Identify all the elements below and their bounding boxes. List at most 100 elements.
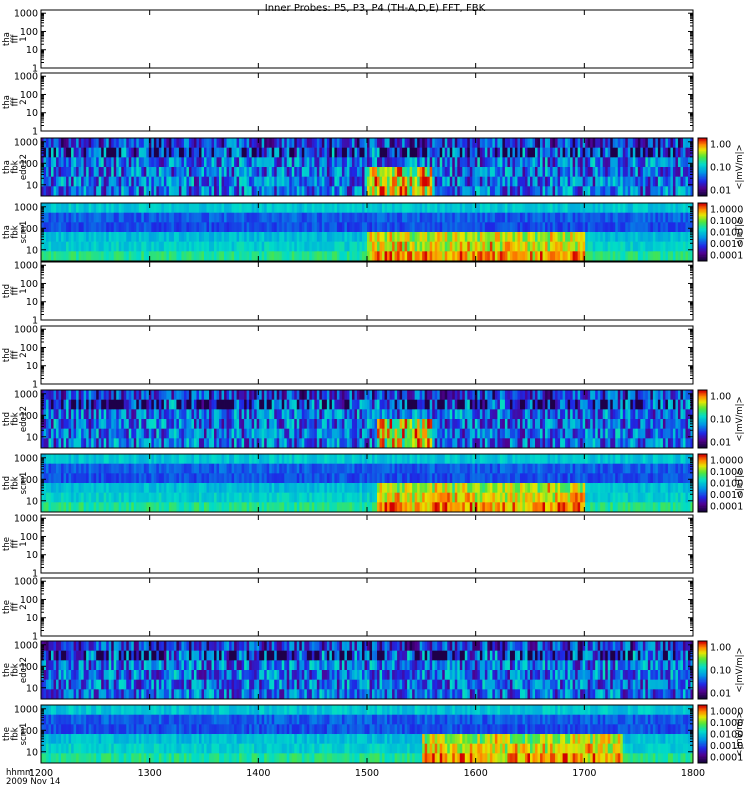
- spectrogram-cell: [236, 203, 240, 213]
- spectrogram-cell: [271, 251, 275, 262]
- spectrogram-cell: [116, 222, 120, 233]
- spectrogram-cell: [389, 419, 393, 429]
- spectrogram-cell: [632, 203, 636, 213]
- spectrogram-cell: [595, 428, 599, 439]
- spectrogram-cell: [610, 232, 614, 242]
- spectrogram-cell: [575, 438, 579, 449]
- spectrogram-cell: [354, 251, 358, 262]
- spectrogram-cell: [121, 176, 125, 187]
- spectrogram-cell: [201, 438, 205, 449]
- spectrogram-cell: [452, 390, 456, 400]
- spectrogram-cell: [61, 232, 64, 242]
- spectrogram-cell: [63, 419, 67, 429]
- spectrogram-cell: [687, 176, 691, 187]
- spectrogram-cell: [519, 167, 523, 177]
- spectrogram-cell: [349, 428, 353, 439]
- spectrogram-cell: [597, 419, 601, 429]
- spectrogram-cell: [316, 438, 320, 449]
- spectrogram-cell: [173, 390, 177, 400]
- spectrogram-cell: [462, 138, 466, 148]
- spectrogram-cell: [259, 409, 263, 420]
- spectrogram-cell: [73, 212, 77, 223]
- spectrogram-cell: [181, 212, 185, 223]
- spectrogram-cell: [499, 419, 503, 429]
- spectrogram-cell: [469, 390, 473, 400]
- spectrogram-cell: [367, 232, 370, 242]
- spectrogram-cell: [156, 203, 160, 213]
- spectrogram-cell: [367, 222, 370, 233]
- spectrogram-cell: [517, 251, 521, 262]
- spectrogram-cell: [88, 212, 92, 223]
- spectrogram-cell: [392, 157, 395, 168]
- spectrogram-cell: [321, 167, 325, 177]
- spectrogram-cell: [173, 176, 177, 187]
- spectrogram-cell: [306, 167, 310, 177]
- spectrogram-cell: [188, 409, 192, 420]
- y-tick-label: 1: [32, 127, 38, 138]
- spectrogram-cell: [103, 428, 107, 439]
- spectrogram-cell: [148, 232, 152, 242]
- spectrogram-cell: [565, 251, 569, 262]
- spectrogram-cell: [392, 419, 395, 429]
- spectrogram-cell: [168, 419, 172, 429]
- spectrogram-cell: [519, 241, 523, 252]
- spectrogram-cell: [570, 147, 574, 158]
- spectrogram-cell: [304, 251, 308, 262]
- spectrogram-cell: [346, 419, 350, 429]
- panel-label-line: thd: [2, 348, 12, 362]
- spectrogram-cell: [289, 138, 293, 148]
- spectrogram-cell: [204, 409, 207, 420]
- spectrogram-cell: [454, 212, 458, 223]
- spectrogram-cell: [652, 241, 656, 252]
- spectrogram-cell: [329, 419, 333, 429]
- spectrogram-cell: [126, 167, 130, 177]
- spectrogram-cell: [427, 399, 431, 410]
- spectrogram-cell: [452, 399, 456, 410]
- colorbar-cell: [698, 185, 707, 188]
- spectrogram-cell: [597, 222, 601, 233]
- spectrogram-cell: [580, 167, 584, 177]
- y-tick-label: 1000: [14, 325, 38, 336]
- spectrogram-cell: [432, 390, 436, 400]
- spectrogram-cell: [444, 212, 448, 223]
- spectrogram-cell: [364, 147, 368, 158]
- spectrogram-cell: [369, 138, 373, 148]
- colorbar-cell: [698, 258, 707, 260]
- spectrogram-cell: [191, 232, 195, 242]
- spectrogram-cell: [499, 186, 503, 197]
- spectrogram-cell: [535, 212, 538, 223]
- spectrogram-cell: [582, 147, 586, 158]
- spectrogram-cell: [542, 157, 546, 168]
- spectrogram-cell: [560, 409, 563, 420]
- spectrogram-cell: [249, 212, 253, 223]
- spectrogram-cell: [188, 222, 192, 233]
- spectrogram-cell: [176, 212, 180, 223]
- spectrogram-cell: [319, 203, 323, 213]
- spectrogram-cell: [550, 409, 553, 420]
- spectrogram-cell: [299, 438, 303, 449]
- spectrogram-cell: [126, 157, 130, 168]
- spectrogram-cell: [361, 147, 365, 158]
- spectrogram-cell: [427, 251, 431, 262]
- spectrogram-cell: [670, 147, 674, 158]
- spectrogram-cell: [409, 167, 413, 177]
- spectrogram-cell: [71, 186, 74, 197]
- spectrogram-cell: [562, 138, 566, 148]
- spectrogram-cell: [269, 428, 273, 439]
- spectrogram-cell: [63, 438, 67, 449]
- spectrogram-cell: [530, 399, 533, 410]
- spectrogram-cell: [379, 138, 383, 148]
- spectrogram-cell: [487, 186, 491, 197]
- spectrogram-cell: [259, 138, 263, 148]
- spectrogram-cell: [209, 241, 212, 252]
- spectrogram-cell: [244, 232, 248, 242]
- spectrogram-cell: [392, 138, 395, 148]
- spectrogram-cell: [685, 138, 689, 148]
- spectrogram-cell: [580, 438, 584, 449]
- spectrogram-cell: [537, 167, 541, 177]
- spectrogram-cell: [472, 176, 476, 187]
- spectrogram-cell: [198, 428, 202, 439]
- spectrogram-cell: [113, 390, 117, 400]
- spectrogram-cell: [682, 222, 686, 233]
- spectrogram-cell: [447, 232, 451, 242]
